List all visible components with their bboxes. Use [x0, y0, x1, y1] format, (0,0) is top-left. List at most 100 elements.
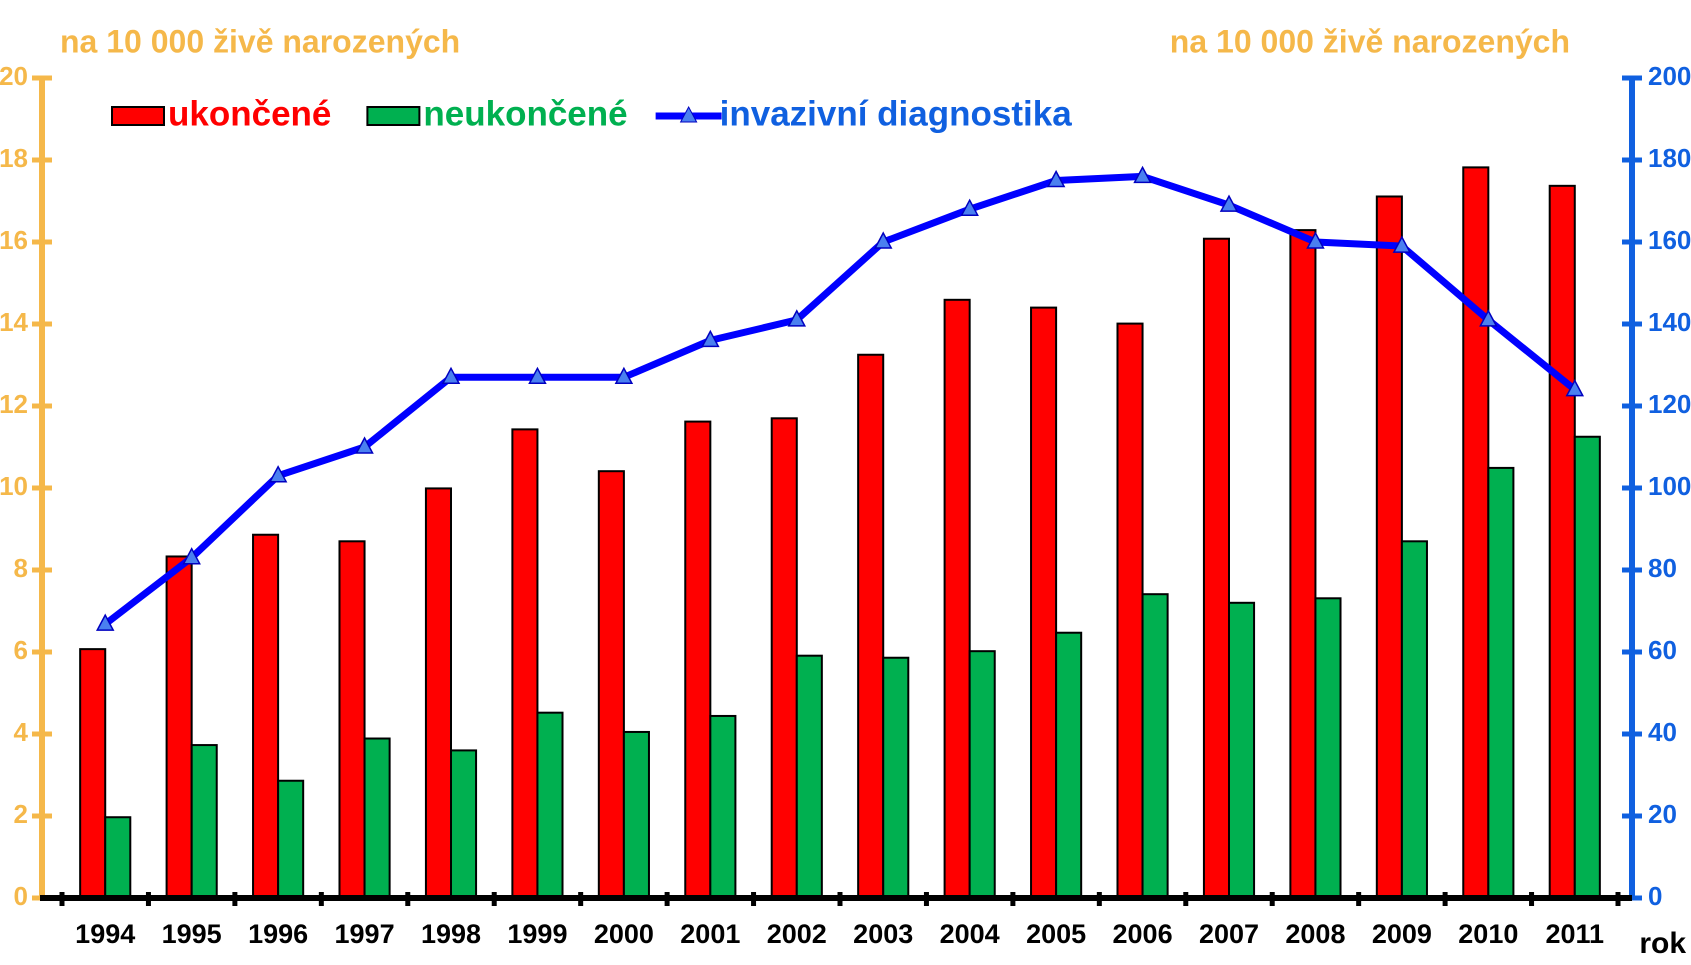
- bar: [1548, 184, 1576, 899]
- bar: [1228, 601, 1256, 899]
- line-marker: [960, 198, 979, 216]
- bar: [1202, 237, 1231, 900]
- legend-label: ukončené: [168, 94, 331, 133]
- y-tick-label: 0: [14, 881, 28, 911]
- line-marker: [701, 329, 720, 348]
- line-marker: [787, 309, 807, 327]
- y-tick-label: 2: [14, 799, 28, 829]
- bar: [968, 650, 996, 899]
- bar: [1487, 466, 1515, 899]
- legend-label: neukončené: [423, 94, 627, 133]
- y-tick-label: 14: [0, 307, 29, 337]
- legend-label: invazivní diagnostika: [720, 94, 1073, 133]
- bar: [1030, 306, 1058, 900]
- y-tick-label: 8: [14, 553, 28, 583]
- bar: [770, 417, 798, 899]
- y-tick-label: 20: [0, 61, 28, 91]
- bar: [536, 711, 564, 899]
- y2-tick-label: 200: [1648, 61, 1691, 91]
- line-marker: [1219, 194, 1239, 212]
- y-tick-label: 18: [0, 143, 28, 173]
- x-tick-label: 1997: [335, 919, 395, 949]
- line-marker: [441, 366, 461, 385]
- y-tick-label: 4: [14, 717, 29, 747]
- line-marker: [355, 436, 374, 454]
- bar: [363, 737, 391, 900]
- bar: [1289, 229, 1317, 900]
- y2-tick-label: 0: [1648, 881, 1662, 911]
- bar: [424, 487, 453, 899]
- bar: [450, 749, 478, 900]
- y2-tick-label: 20: [1648, 799, 1677, 829]
- y-tick-label: 16: [0, 225, 28, 255]
- line-marker: [1565, 379, 1585, 397]
- bar: [277, 779, 305, 899]
- x-tick-label: 2006: [1113, 919, 1173, 949]
- y2-tick-label: 140: [1648, 307, 1691, 337]
- bar: [1573, 435, 1601, 899]
- x-tick-label: 2001: [680, 919, 740, 949]
- x-tick-label: 2008: [1285, 919, 1345, 949]
- line-marker: [614, 366, 634, 385]
- line-marker: [1479, 309, 1498, 327]
- bar: [338, 540, 366, 899]
- y2-tick-label: 120: [1648, 389, 1691, 419]
- bar: [597, 470, 625, 899]
- bar: [1375, 195, 1403, 900]
- x-tick-label: 2003: [853, 919, 913, 949]
- y2-tick-label: 60: [1648, 635, 1677, 665]
- bar: [1400, 540, 1428, 899]
- y2-tick-label: 40: [1648, 717, 1677, 747]
- line-marker: [95, 613, 115, 631]
- bar: [1462, 166, 1490, 899]
- x-tick-label: 1996: [248, 919, 308, 949]
- legend-swatch: [366, 106, 421, 126]
- bar: [1314, 597, 1342, 899]
- bar: [165, 555, 193, 899]
- bar: [622, 730, 650, 900]
- x-tick-label: 2004: [940, 919, 1000, 949]
- line-marker: [1046, 169, 1066, 188]
- bar: [1116, 322, 1144, 899]
- x-tick-label: 2005: [1026, 919, 1086, 949]
- bar: [1141, 593, 1169, 899]
- bar: [709, 714, 737, 900]
- x-tick-label: 1995: [162, 919, 222, 949]
- y2-tick-label: 180: [1648, 143, 1691, 173]
- legend-marker: [679, 105, 698, 123]
- bar: [79, 648, 107, 899]
- x-tick-label: 2009: [1372, 919, 1432, 949]
- y2-tick-label: 100: [1648, 471, 1691, 501]
- x-tick-label: 2011: [1545, 919, 1604, 949]
- y-axis-label: na 10 000 živě narozených: [60, 23, 460, 59]
- x-tick-label: 1998: [421, 919, 481, 949]
- bar: [104, 816, 132, 899]
- y-tick-label: 10: [0, 471, 28, 501]
- bar: [252, 533, 280, 899]
- line-marker: [268, 465, 288, 483]
- x-tick-label: 2002: [767, 919, 827, 949]
- line-marker: [528, 366, 547, 385]
- line-marker: [1133, 165, 1152, 184]
- y-tick-label: 6: [14, 635, 28, 665]
- bar: [795, 654, 823, 899]
- bar: [943, 298, 971, 899]
- line-marker: [182, 547, 201, 565]
- x-axis-label: rok: [1639, 927, 1686, 960]
- line: [103, 172, 1577, 627]
- bar: [1055, 631, 1083, 899]
- x-tick-label: 2000: [594, 919, 654, 949]
- y-tick-label: 12: [0, 389, 28, 419]
- bar: [511, 428, 539, 899]
- y2-axis-label: na 10 000 živě narozených: [1170, 23, 1570, 59]
- x-tick-label: 1994: [75, 919, 135, 949]
- line-marker: [1392, 235, 1412, 253]
- y2-tick-label: 80: [1648, 553, 1677, 583]
- legend-swatch: [111, 106, 165, 126]
- bar: [857, 353, 885, 899]
- bar: [684, 420, 712, 899]
- x-tick-label: 2007: [1199, 919, 1259, 949]
- y2-tick-label: 160: [1648, 225, 1691, 255]
- line-marker: [1306, 231, 1325, 249]
